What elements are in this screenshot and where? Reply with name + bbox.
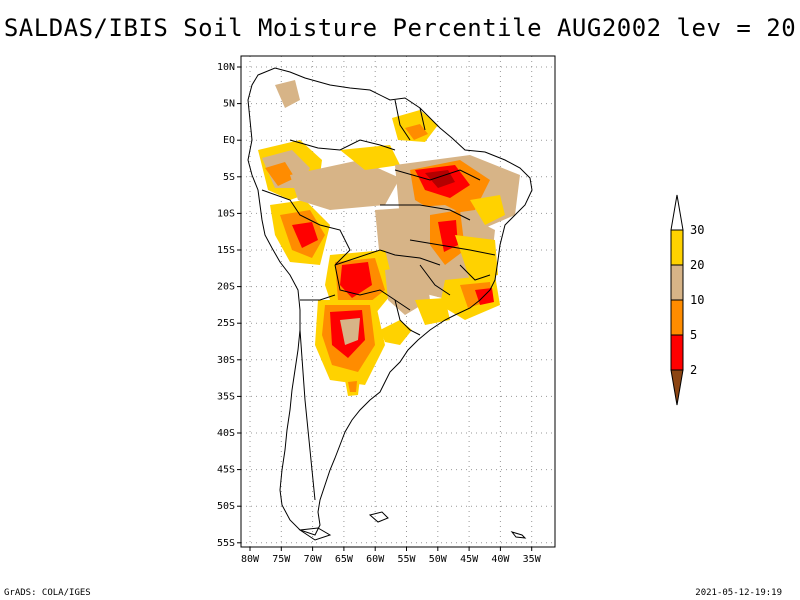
island-tierra-del-fuego (298, 527, 332, 541)
country-border (394, 299, 421, 336)
legend-20-30 (670, 229, 684, 266)
country-border (300, 294, 336, 301)
country-border (334, 264, 411, 311)
country-border (334, 249, 441, 266)
lon-label: 65W (335, 554, 354, 565)
lon-label: 55W (397, 554, 416, 565)
country-border (261, 189, 351, 266)
legend-10-20 (670, 264, 684, 301)
lat-label: EQ (223, 135, 235, 146)
state-border (394, 169, 481, 181)
legend-label-5: 5 (690, 328, 697, 342)
state-border (459, 264, 491, 281)
shade-red (438, 220, 458, 252)
legend-label-30: 30 (690, 223, 704, 237)
lat-label: 20S (217, 282, 235, 293)
shade-tan (275, 80, 300, 108)
lat-label: 55S (217, 538, 235, 549)
shade-red (340, 262, 372, 298)
shade-orange (405, 124, 428, 140)
lon-label: 70W (304, 554, 323, 565)
country-border (299, 329, 316, 501)
shade-tan (340, 318, 360, 345)
plot-frame (240, 55, 556, 548)
lat-label: 15S (217, 245, 235, 256)
latitude-labels: 10N 5N EQ 5S 10S 15S 20S 25S 30S 35S 40S 45S 50S 55S (217, 62, 235, 549)
lon-label: 75W (272, 554, 291, 565)
lat-label: 30S (217, 355, 235, 366)
lat-label: 10S (217, 208, 235, 219)
state-border (409, 239, 496, 256)
footer-timestamp: 2021-05-12-19:19 (695, 588, 782, 598)
country-border (419, 107, 426, 131)
legend-5-10 (670, 299, 684, 336)
lat-label: 5N (223, 99, 235, 110)
lon-label: 60W (366, 554, 385, 565)
percentile-shading (258, 80, 520, 396)
footer-credit: GrADS: COLA/IGES (4, 588, 91, 598)
lon-label: 50W (429, 554, 448, 565)
lon-label: 40W (491, 554, 510, 565)
lat-label: 10N (217, 62, 235, 73)
continent-outline (247, 67, 533, 536)
country-border (394, 99, 411, 141)
coastline-borders (247, 67, 533, 541)
shade-yellow (455, 235, 498, 280)
lat-label: 5S (223, 172, 235, 183)
shade-yellow (380, 320, 412, 345)
shade-yellow (470, 195, 505, 225)
legend-label-10: 10 (690, 293, 704, 307)
lat-label: 25S (217, 318, 235, 329)
island-south-georgia (510, 531, 527, 539)
legend-2-5 (670, 334, 684, 371)
lon-label: 80W (241, 554, 260, 565)
legend-label-2: 2 (690, 363, 697, 377)
legend-label-20: 20 (690, 258, 704, 272)
state-border (380, 204, 471, 221)
lat-label: 35S (217, 391, 235, 402)
legend-above-30 (670, 194, 684, 231)
state-border (419, 264, 451, 296)
island-malvinas (368, 511, 389, 523)
shade-yellow (415, 298, 450, 325)
lon-label: 45W (460, 554, 479, 565)
longitude-labels: 80W 75W 70W 65W 60W 55W 50W 45W 40W 35W (241, 554, 542, 565)
shade-orange (348, 381, 357, 392)
colorbar-legend: 30 20 10 5 2 (670, 194, 704, 406)
lon-label: 35W (523, 554, 542, 565)
country-border (289, 139, 396, 151)
lat-label: 45S (217, 465, 235, 476)
shade-orange (265, 162, 295, 186)
legend-below-2 (670, 369, 684, 406)
shade-red (292, 222, 318, 248)
shade-tan (290, 160, 400, 210)
lat-label: 50S (217, 501, 235, 512)
map-title: SALDAS/IBIS Soil Moisture Percentile AUG… (3, 14, 797, 42)
lat-label: 40S (217, 428, 235, 439)
shade-yellow (340, 145, 400, 170)
